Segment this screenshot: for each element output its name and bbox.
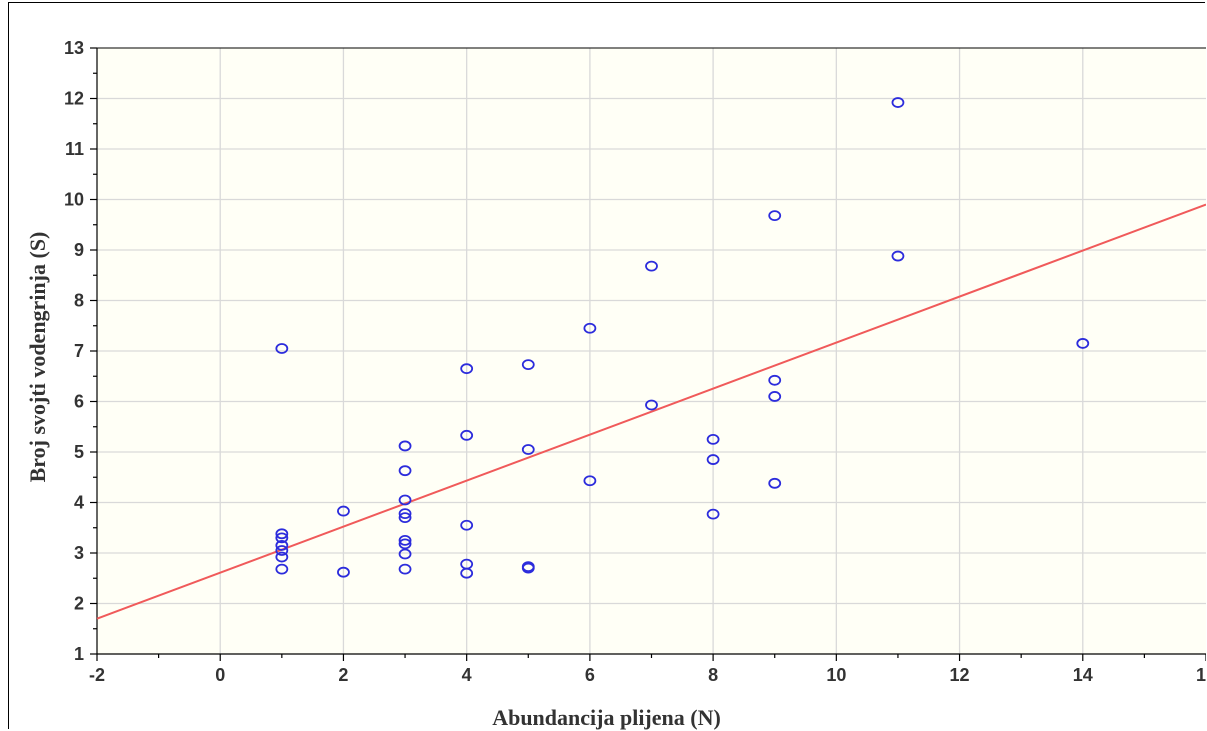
data-point bbox=[275, 528, 289, 540]
data-point bbox=[521, 562, 535, 574]
x-tick-label: 16 bbox=[1196, 665, 1206, 685]
data-point bbox=[583, 322, 597, 334]
y-tick-label: 7 bbox=[74, 341, 84, 361]
data-point bbox=[275, 532, 289, 544]
data-point bbox=[398, 465, 412, 477]
chart-frame: -2024681012141612345678910111213 Abundan… bbox=[8, 2, 1206, 730]
data-point bbox=[275, 551, 289, 563]
x-axis-title: Abundancija plijena (N) bbox=[492, 705, 721, 730]
y-tick-label: 13 bbox=[64, 38, 84, 58]
data-point bbox=[398, 534, 412, 546]
y-tick-label: 5 bbox=[74, 442, 84, 462]
x-tick-label: 6 bbox=[585, 665, 595, 685]
y-tick-label: 10 bbox=[64, 190, 84, 210]
data-point bbox=[768, 374, 782, 386]
x-tick-label: 2 bbox=[338, 665, 348, 685]
data-point bbox=[275, 540, 289, 551]
data-point bbox=[645, 260, 658, 272]
y-tick-label: 12 bbox=[64, 89, 84, 109]
x-tick-label: 12 bbox=[950, 665, 970, 685]
data-point bbox=[460, 519, 474, 531]
data-point bbox=[706, 454, 720, 465]
data-point bbox=[398, 548, 412, 560]
data-point bbox=[891, 250, 905, 262]
data-point bbox=[460, 363, 474, 375]
y-tick-label: 8 bbox=[74, 291, 84, 311]
data-point bbox=[521, 359, 535, 371]
y-tick-label: 6 bbox=[74, 392, 84, 412]
data-point bbox=[275, 563, 289, 575]
data-point bbox=[398, 440, 412, 452]
data-point bbox=[706, 508, 720, 520]
data-point bbox=[521, 444, 535, 455]
data-point bbox=[398, 563, 412, 575]
y-tick-label: 11 bbox=[65, 139, 84, 159]
data-point bbox=[891, 97, 905, 108]
x-tick-label: 8 bbox=[708, 665, 718, 685]
grid-lines bbox=[97, 48, 1206, 654]
data-point bbox=[1076, 338, 1090, 349]
tick-labels: -2024681012141612345678910111213 bbox=[64, 38, 1206, 685]
data-point bbox=[275, 545, 289, 556]
data-point bbox=[460, 567, 474, 579]
data-point bbox=[645, 399, 658, 411]
data-point bbox=[768, 210, 782, 222]
data-point bbox=[768, 391, 782, 402]
y-tick-label: 9 bbox=[74, 240, 84, 260]
x-tick-label: 10 bbox=[826, 665, 846, 685]
data-point bbox=[768, 477, 782, 489]
x-tick-label: -2 bbox=[89, 665, 105, 685]
data-point bbox=[398, 512, 412, 524]
y-tick-label: 1 bbox=[74, 644, 84, 664]
data-point bbox=[583, 475, 597, 487]
y-axis-title: Broj svojti vodengrinja (S) bbox=[25, 232, 50, 483]
y-tick-label: 4 bbox=[74, 493, 84, 513]
data-point bbox=[398, 538, 412, 550]
data-point bbox=[337, 566, 350, 578]
data-point bbox=[337, 505, 350, 517]
scatter-chart: -2024681012141612345678910111213 Abundan… bbox=[25, 38, 1206, 730]
data-point bbox=[460, 429, 474, 441]
x-tick-label: 0 bbox=[215, 665, 225, 685]
data-point bbox=[706, 433, 720, 445]
axes bbox=[90, 47, 1206, 661]
y-tick-label: 3 bbox=[74, 543, 84, 563]
y-tick-label: 2 bbox=[74, 594, 84, 614]
data-points bbox=[275, 97, 1090, 579]
x-tick-label: 14 bbox=[1073, 665, 1093, 685]
data-point bbox=[275, 343, 289, 354]
x-tick-label: 4 bbox=[462, 665, 472, 685]
data-point bbox=[398, 494, 412, 506]
data-point bbox=[398, 508, 412, 520]
